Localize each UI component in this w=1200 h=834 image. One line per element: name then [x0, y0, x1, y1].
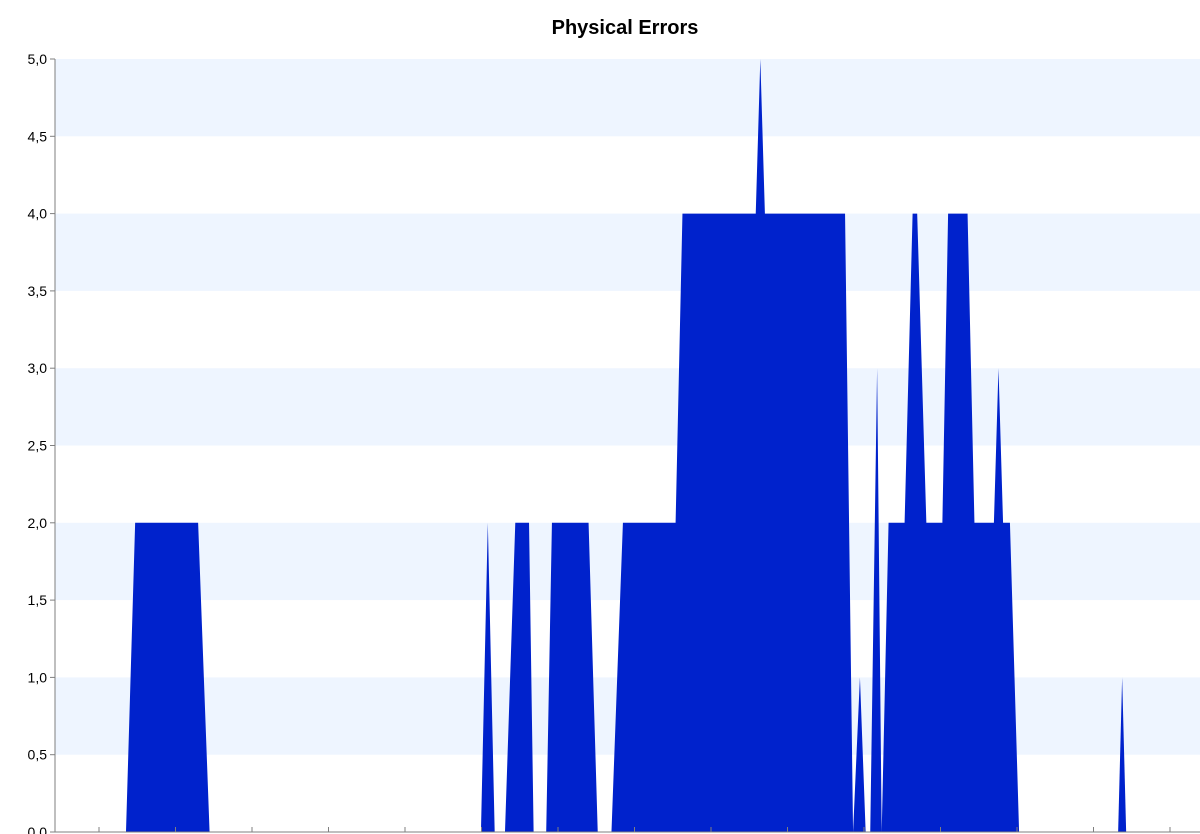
- y-tick-label: 4,5: [28, 128, 48, 144]
- series-layer: [55, 59, 1200, 832]
- y-tick-label: 2,5: [28, 438, 48, 454]
- y-tick-label: 0,5: [28, 747, 48, 763]
- y-tick-label: 2,0: [28, 515, 48, 531]
- y-tick-label: 0,0: [28, 824, 48, 834]
- grid-bands: [55, 59, 1200, 755]
- y-tick-label: 4,0: [28, 206, 48, 222]
- series-spike: [1118, 677, 1127, 832]
- x-axis-ticks: [98, 827, 1171, 832]
- y-tick-label: 1,0: [28, 669, 48, 685]
- y-tick-label: 3,5: [28, 283, 48, 299]
- grid-band: [55, 368, 1200, 446]
- grid-band: [55, 213, 1200, 291]
- y-tick-label: 5,0: [28, 51, 48, 67]
- chart-title: Physical Errors: [551, 17, 699, 39]
- grid-band: [55, 59, 1200, 137]
- series-area: [55, 59, 1200, 832]
- y-tick-label: 3,0: [28, 360, 48, 376]
- y-axis-ticks: 0,0 0,5 1,0 1,5 2,0 2,5 3,0 3,5 4,0 4,5 5,0: [28, 51, 55, 834]
- y-tick-label: 1,5: [28, 592, 48, 608]
